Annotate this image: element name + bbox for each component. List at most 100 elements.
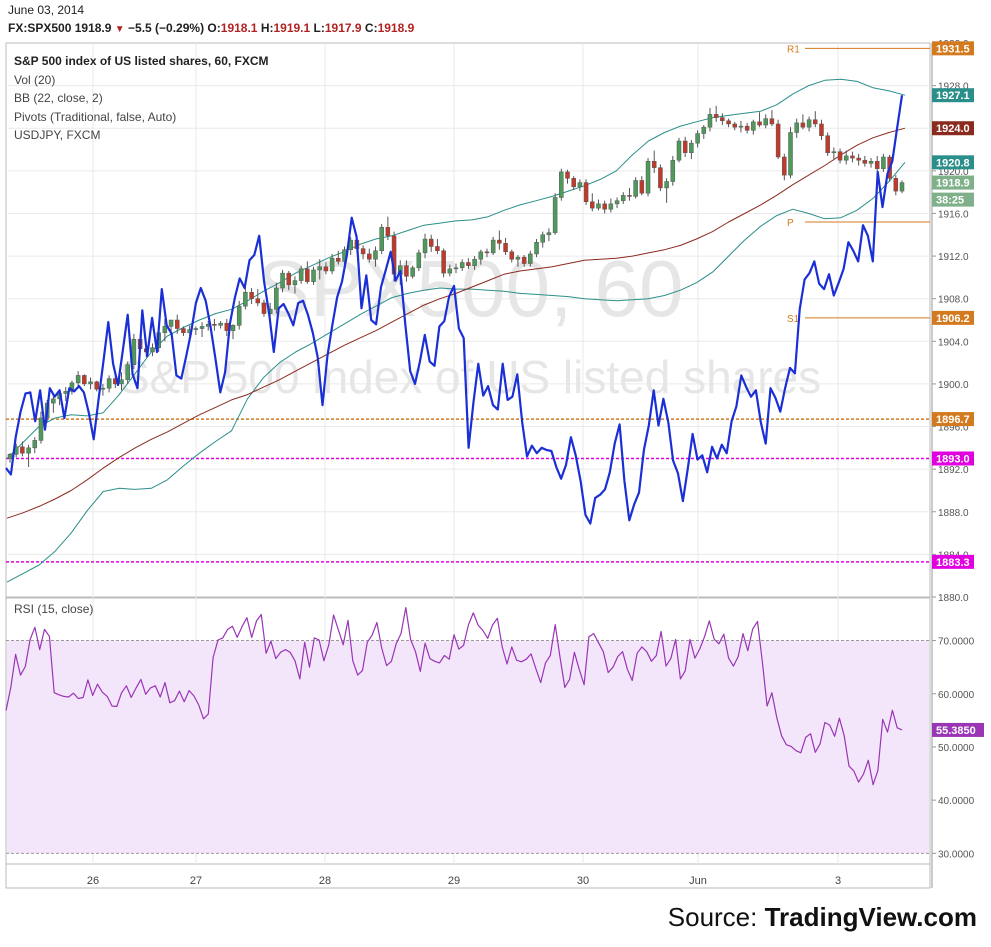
rsi-last-value: 55.3850 [936,725,976,737]
price-label-box [932,412,974,427]
pivot-label-s1: S1 [787,314,800,325]
y-tick-label: 1908.0 [938,295,969,306]
candle [453,267,459,270]
rsi-study-label[interactable]: RSI (15, close) [14,602,94,616]
price-label: 1920.8 [936,157,970,169]
candle [94,381,99,390]
candle [726,120,731,125]
studies-legend: S&P 500 index of US listed shares, 60, F… [14,52,269,145]
candle [447,268,453,274]
candle [168,319,174,327]
candle [689,142,694,153]
price-label-box [932,41,974,56]
candle [540,234,545,243]
candle [782,156,787,176]
candle [868,161,874,164]
candle [528,253,533,264]
usdjpy-line [5,95,904,525]
candle [794,122,799,133]
candle [224,322,230,331]
candle [819,123,824,136]
candle [633,180,638,197]
x-tick-label: 28 [319,875,331,887]
candle [813,119,818,125]
candle [410,267,415,277]
candle [769,118,775,125]
candle [844,155,849,161]
candle [800,122,806,128]
candle [682,140,688,153]
candle [676,140,682,161]
candle [732,123,737,128]
candle [441,250,446,274]
candle [466,262,471,266]
price-label: 1883.3 [936,557,970,569]
candle [249,292,254,299]
y-tick-label: 1916.0 [938,209,969,220]
symbol[interactable]: FX:SPX500 [8,21,72,35]
candle [744,125,750,131]
chart-date: June 03, 2014 [8,3,85,17]
rsi-y-tick-label: 60.0000 [938,690,975,701]
candle [212,324,217,326]
candle [311,269,316,282]
candle [82,375,87,385]
price-label: 1924.0 [936,123,970,135]
candle [856,157,861,161]
source-credit: Source: TradingView.com [667,902,977,932]
candle [360,248,366,255]
candle [583,182,589,202]
candle [534,241,539,255]
candle [373,250,378,260]
candle [893,178,899,192]
price-label: 1906.2 [936,313,970,325]
candle [831,151,837,153]
candle [32,440,38,449]
study-main[interactable]: S&P 500 index of US listed shares, 60, F… [14,54,269,68]
study-pivots[interactable]: Pivots (Traditional, false, Auto) [14,109,177,124]
candle [125,364,130,380]
candle [484,251,490,254]
rsi-y-tick-label: 50.0000 [938,743,975,754]
candle [837,151,843,161]
study-usdjpy[interactable]: USDJPY, FXCM [14,128,101,142]
candle [701,126,707,134]
y-tick-label: 1904.0 [938,337,969,348]
price-label-box [932,175,974,190]
pivot-label-r1: R1 [787,44,800,55]
y-tick-label: 1912.0 [938,252,969,263]
x-tick-label: 27 [190,875,202,887]
candle [577,182,583,188]
y-tick-label: 1920.0 [938,167,969,178]
candle [608,203,614,210]
candle [621,195,626,201]
x-tick-label: 26 [87,875,99,887]
candle [181,328,186,334]
price-label-box [932,451,974,466]
y-tick-label: 1880.0 [938,593,969,604]
candle [329,257,335,272]
candle [559,171,564,198]
quote-line: FX:SPX500 1918.9 ▼ −5.5 (−0.29%) O:1918.… [8,21,415,35]
price-label-box [932,554,974,569]
candle [602,203,607,210]
down-triangle-icon: ▼ [114,24,125,35]
candle [317,266,322,271]
candle [280,272,285,289]
price-change: −5.5 (−0.29%) [128,21,205,35]
candle [775,123,781,158]
open-value: 1918.1 [220,21,258,35]
candle [199,326,205,329]
y-tick-label: 1888.0 [938,508,969,519]
candle [509,251,514,260]
study-bollinger[interactable]: BB (22, close, 2) [14,91,103,105]
candle [459,262,465,269]
candle [627,195,632,197]
candle [751,121,756,131]
candle [565,171,570,179]
candle [51,398,56,404]
high-value: 1919.1 [273,21,311,35]
study-volume[interactable]: Vol (20) [14,72,56,87]
candle [106,378,112,389]
